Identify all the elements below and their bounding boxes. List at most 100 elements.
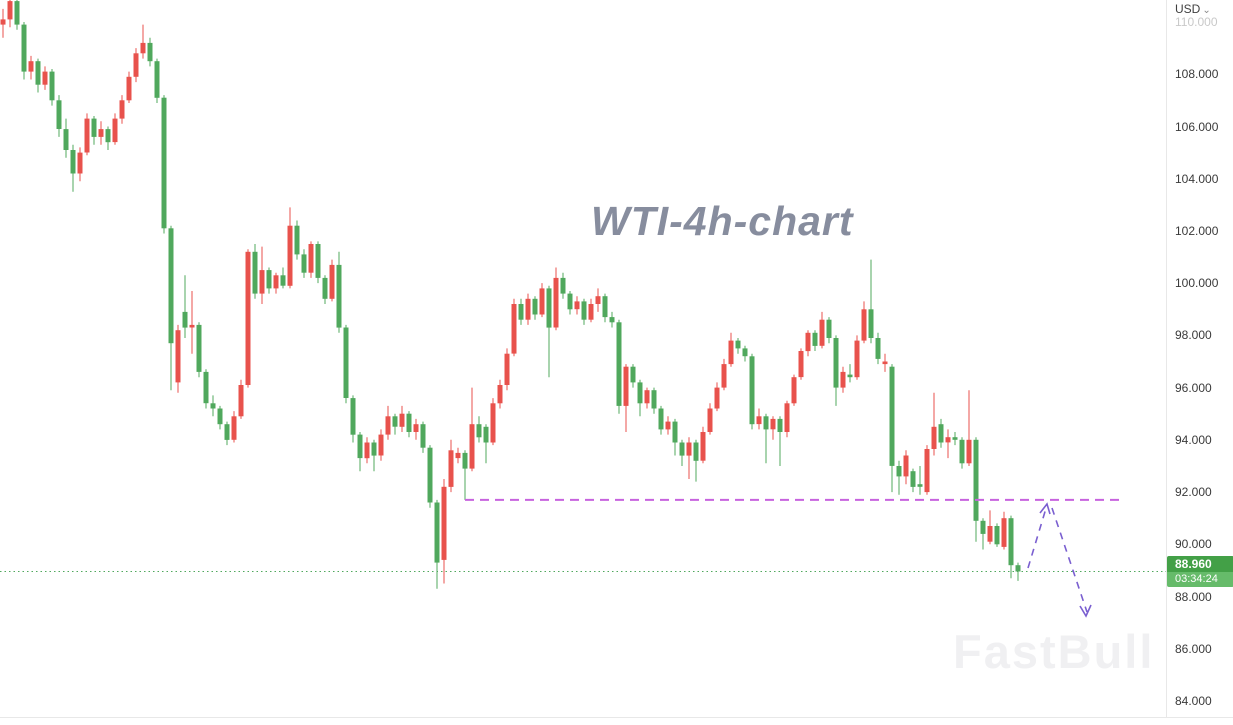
candle [217,405,223,430]
candle [63,118,69,158]
candle [595,288,601,312]
candle [700,426,706,464]
candle [889,364,895,493]
price-axis-label: 106.000 [1175,119,1219,134]
candle [791,374,797,406]
candle [924,445,930,495]
fastbull-brand-watermark: FastBull [953,625,1155,678]
candle [224,421,230,446]
candle [651,387,657,414]
candle [903,450,909,485]
candle [637,379,643,417]
candle [665,416,671,435]
candle [77,147,83,182]
candle [420,421,426,453]
last-price-value: 88.960 [1167,556,1233,572]
candle [427,445,433,508]
candle [469,387,475,472]
candle [245,249,251,388]
candle [7,0,13,28]
candle [875,332,881,365]
price-axis-label: 104.000 [1175,171,1219,186]
candle [721,358,727,391]
candle [609,311,615,328]
candle [959,437,965,469]
candle [182,275,188,338]
candle [966,390,972,466]
candle [504,348,510,391]
candle [357,432,363,472]
candlestick-chart[interactable] [0,0,1166,717]
candle [756,408,762,430]
candle [854,335,860,380]
currency-label: USD [1175,2,1201,16]
candle [133,48,139,83]
price-axis-label: 102.000 [1175,223,1219,238]
price-axis-label: 84.000 [1175,694,1212,708]
candle [441,479,447,584]
candle [112,113,118,145]
currency-selector[interactable]: USD ⌄ [1175,2,1211,16]
candle [497,379,503,409]
price-axis-label: 94.000 [1175,432,1212,447]
candle [189,291,195,354]
candle [252,244,258,299]
candle [805,330,811,357]
candle [259,246,265,304]
candle [196,322,202,378]
candle [476,416,482,443]
candle [763,413,769,464]
candle [308,241,314,278]
candle [728,332,734,367]
price-axis-label: 100.000 [1175,276,1219,291]
candle [350,395,356,443]
candle [392,413,398,435]
candle [994,523,1000,547]
candle [91,116,97,145]
candle [735,338,741,354]
last-price-badge: 88.960 03:34:24 [1167,556,1233,587]
candle [525,293,531,325]
candle [840,366,846,393]
candle [931,392,937,456]
candle [42,66,48,90]
price-axis-label: 98.000 [1175,328,1212,343]
candle [147,37,153,67]
chart-canvas[interactable]: WTI-4h-chart FastBull [0,0,1166,717]
candle [938,418,944,448]
candle [280,267,286,289]
candle [462,450,468,500]
candle [833,335,839,406]
candle [154,58,160,103]
candle [378,429,384,461]
candle [553,267,559,331]
candle [0,8,6,38]
candle [49,69,55,106]
projection-arrow[interactable] [1027,502,1092,618]
candle [861,301,867,344]
candle [973,437,979,542]
candle [945,429,951,459]
candle [336,251,342,333]
candle [413,418,419,440]
candle [602,293,608,323]
candle [84,113,90,156]
candle [434,499,440,589]
candle [126,71,132,103]
price-axis-label: 88.000 [1175,589,1212,604]
candle [175,324,181,393]
price-axis[interactable]: USD ⌄ 110.000 108.000 106.000 104.000 102.000… [1166,0,1233,717]
candle [882,353,888,372]
price-axis-label: 110.000 [1175,15,1218,29]
chevron-down-icon: ⌄ [1202,5,1211,16]
candle [630,364,636,388]
candle [238,379,244,419]
candle [231,411,237,443]
candle [777,416,783,466]
candle [868,259,874,344]
candle [658,405,664,435]
candle [483,424,489,464]
candle [714,382,720,412]
candle [980,518,986,550]
